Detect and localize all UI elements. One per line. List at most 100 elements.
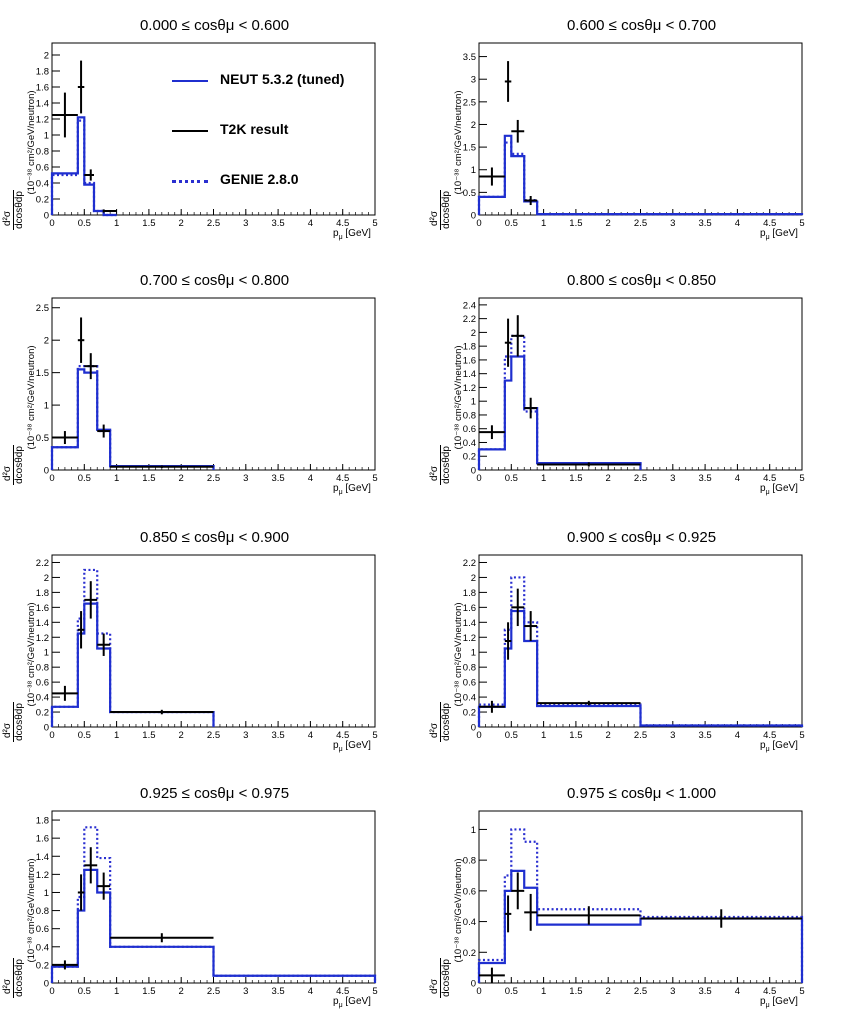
plot-title: 0.700 ≤ cosθμ < 0.800 <box>139 272 290 289</box>
x-tick-label: 4 <box>735 473 740 484</box>
y-tick-label: 0 <box>44 723 49 734</box>
plot-panel: 0.800 ≤ cosθμ < 0.850 d²σ dcosθdp (10⁻³⁸ cm… <box>427 270 847 520</box>
y-tick-label: 2 <box>44 573 49 584</box>
x-tick-label: 1.5 <box>569 730 582 741</box>
x-axis-title: pμ [GeV] <box>760 228 798 241</box>
x-tick-label: 1.5 <box>142 986 155 997</box>
plot-title: 0.975 ≤ cosθμ < 1.000 <box>566 785 717 802</box>
y-tick-label: 1.2 <box>36 115 49 126</box>
y-tick-label: 0 <box>471 979 476 990</box>
y-tick-label: 0 <box>471 723 476 734</box>
x-tick-label: 2 <box>179 730 184 741</box>
plot-title: 0.600 ≤ cosθμ < 0.700 <box>566 17 717 34</box>
x-tick-label: 0.5 <box>505 218 518 229</box>
y-tick-label: 0 <box>44 466 49 477</box>
y-tick-label: 1.6 <box>463 603 476 614</box>
plot-frame <box>51 297 376 471</box>
y-tick-label: 0 <box>471 466 476 477</box>
x-tick-label: 5 <box>372 473 377 484</box>
y-tick-label: 0.4 <box>36 179 49 190</box>
y-tick-label: 1.4 <box>463 369 476 380</box>
y-tick-label: 1.8 <box>36 588 49 599</box>
x-tick-label: 0.5 <box>505 473 518 484</box>
x-tick-label: 2.5 <box>634 730 647 741</box>
y-tick-label: 2 <box>44 51 49 62</box>
x-tick-label: 0 <box>476 986 481 997</box>
y-tick-label: 0.4 <box>36 693 49 704</box>
plot-svg: 0 0.5 1 1.5 2 2.5 3 3.5 4 4.5 500.20.40.60.811.21.… <box>463 297 805 484</box>
x-tick-label: 4 <box>308 986 313 997</box>
plot-svg: 0 0.5 1 1.5 2 2.5 3 3.5 4 4.5 500.20.40.60.811.21.… <box>36 810 378 997</box>
y-tick-label: 1.5 <box>36 368 49 379</box>
neut-series-line <box>50 868 377 983</box>
x-tick-label: 2.5 <box>207 473 220 484</box>
legend-swatch <box>172 80 208 82</box>
x-tick-label: 4.5 <box>763 986 776 997</box>
x-tick-label: 5 <box>799 218 804 229</box>
x-tick-label: 3.5 <box>271 986 284 997</box>
y-tick-label: 1 <box>471 825 476 836</box>
neut-series-line <box>477 134 804 216</box>
y-tick-label: 1.6 <box>463 355 476 366</box>
x-tick-label: 5 <box>799 473 804 484</box>
neut-series-line <box>50 602 215 727</box>
y-tick-label: 1.2 <box>36 870 49 881</box>
legend-swatch <box>172 180 208 183</box>
neut-series-line <box>50 116 117 217</box>
y-tick-label: 1 <box>44 401 49 412</box>
x-axis-title: pμ [GeV] <box>333 228 371 241</box>
x-tick-label: 3 <box>670 218 675 229</box>
x-tick-label: 3.5 <box>271 473 284 484</box>
x-tick-label: 2.5 <box>634 218 647 229</box>
x-tick-label: 0 <box>49 730 54 741</box>
x-tick-label: 0 <box>49 473 54 484</box>
x-tick-label: 0.5 <box>505 986 518 997</box>
x-tick-label: 2 <box>606 218 611 229</box>
plot-frame <box>51 554 376 728</box>
x-tick-label: 1 <box>541 473 546 484</box>
x-tick-label: 4 <box>308 218 313 229</box>
x-tick-label: 1.5 <box>569 218 582 229</box>
x-tick-label: 3 <box>670 986 675 997</box>
x-tick-label: 3.5 <box>271 730 284 741</box>
x-axis-title: pμ [GeV] <box>333 483 371 496</box>
y-tick-label: 0.2 <box>463 948 476 959</box>
plot-panel: 0.000 ≤ cosθμ < 0.600 d²σ dcosθdp (10⁻³⁸ cm… <box>0 15 420 265</box>
x-tick-label: 1 <box>114 473 119 484</box>
x-tick-label: 4 <box>308 730 313 741</box>
y-tick-label: 1.4 <box>36 618 49 629</box>
x-tick-label: 2.5 <box>634 986 647 997</box>
x-axis-title: pμ [GeV] <box>760 740 798 753</box>
y-tick-label: 0.6 <box>463 886 476 897</box>
y-tick-label: 1.8 <box>463 342 476 353</box>
y-tick-label: 0.8 <box>36 663 49 674</box>
x-tick-label: 3 <box>243 473 248 484</box>
plot-title: 0.900 ≤ cosθμ < 0.925 <box>566 529 717 546</box>
x-tick-label: 3 <box>243 986 248 997</box>
y-tick-label: 2.4 <box>463 300 476 311</box>
neut-series-line <box>50 368 215 470</box>
y-tick-label: 1 <box>471 397 476 408</box>
x-tick-label: 1 <box>541 986 546 997</box>
x-tick-label: 1.5 <box>142 218 155 229</box>
y-tick-label: 0.2 <box>36 195 49 206</box>
y-tick-label: 2 <box>44 336 49 347</box>
x-tick-label: 0 <box>476 218 481 229</box>
plot-frame <box>478 810 803 984</box>
x-tick-label: 1 <box>114 986 119 997</box>
y-tick-label: 1.4 <box>463 618 476 629</box>
plot-svg: 0 0.5 1 1.5 2 2.5 3 3.5 4 4.5 500.20.40.60.811.21.… <box>36 42 378 229</box>
y-tick-label: 0.8 <box>463 663 476 674</box>
x-tick-label: 5 <box>372 986 377 997</box>
x-tick-label: 4.5 <box>336 730 349 741</box>
y-tick-label: 1.2 <box>36 633 49 644</box>
x-tick-label: 0 <box>49 218 54 229</box>
plot-frame <box>478 42 803 216</box>
y-tick-label: 1.4 <box>36 99 49 110</box>
x-axis-title: pμ [GeV] <box>760 483 798 496</box>
plot-title: 0.850 ≤ cosθμ < 0.900 <box>139 529 290 546</box>
y-tick-label: 1.8 <box>36 67 49 78</box>
y-tick-label: 2.2 <box>463 314 476 325</box>
x-tick-label: 3.5 <box>698 473 711 484</box>
x-tick-label: 3 <box>243 730 248 741</box>
